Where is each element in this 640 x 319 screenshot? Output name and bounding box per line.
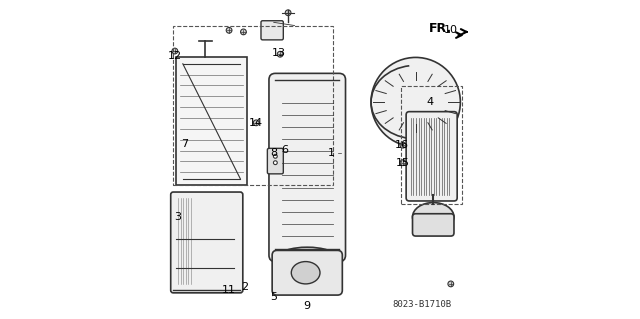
Circle shape: [400, 160, 406, 166]
Circle shape: [241, 29, 246, 35]
Ellipse shape: [413, 203, 454, 231]
Text: 10: 10: [444, 25, 458, 35]
Text: 4: 4: [426, 97, 434, 107]
Text: 15: 15: [396, 158, 410, 168]
FancyBboxPatch shape: [268, 148, 284, 174]
Text: 14: 14: [249, 118, 263, 128]
FancyBboxPatch shape: [406, 112, 457, 201]
Text: 9: 9: [303, 301, 311, 311]
Ellipse shape: [291, 250, 323, 263]
Circle shape: [371, 57, 460, 147]
Text: FR.: FR.: [429, 22, 452, 35]
Bar: [173, 26, 333, 185]
Text: 13: 13: [271, 48, 285, 58]
Text: 1: 1: [328, 148, 335, 158]
Text: 6: 6: [282, 145, 289, 155]
FancyBboxPatch shape: [413, 214, 454, 236]
Circle shape: [448, 281, 454, 287]
Text: 11: 11: [222, 285, 236, 295]
Text: 16: 16: [394, 140, 408, 150]
Circle shape: [273, 154, 277, 158]
Circle shape: [277, 51, 283, 57]
Circle shape: [226, 27, 232, 33]
Text: 12: 12: [168, 51, 182, 61]
Text: 5: 5: [270, 292, 277, 302]
Circle shape: [400, 142, 406, 148]
Text: 7: 7: [181, 138, 188, 149]
FancyBboxPatch shape: [171, 192, 243, 293]
FancyBboxPatch shape: [269, 73, 346, 262]
Circle shape: [273, 161, 277, 165]
Text: 8: 8: [270, 148, 277, 158]
FancyBboxPatch shape: [261, 21, 284, 40]
Ellipse shape: [291, 262, 320, 284]
FancyBboxPatch shape: [272, 250, 342, 295]
Circle shape: [285, 10, 291, 16]
Bar: [401, 86, 462, 204]
Text: 8023-B1710B: 8023-B1710B: [392, 300, 452, 309]
Circle shape: [253, 120, 259, 126]
Bar: [177, 57, 246, 185]
Circle shape: [172, 48, 178, 54]
Ellipse shape: [278, 247, 336, 266]
Text: 2: 2: [241, 282, 248, 292]
Text: 3: 3: [175, 212, 182, 222]
